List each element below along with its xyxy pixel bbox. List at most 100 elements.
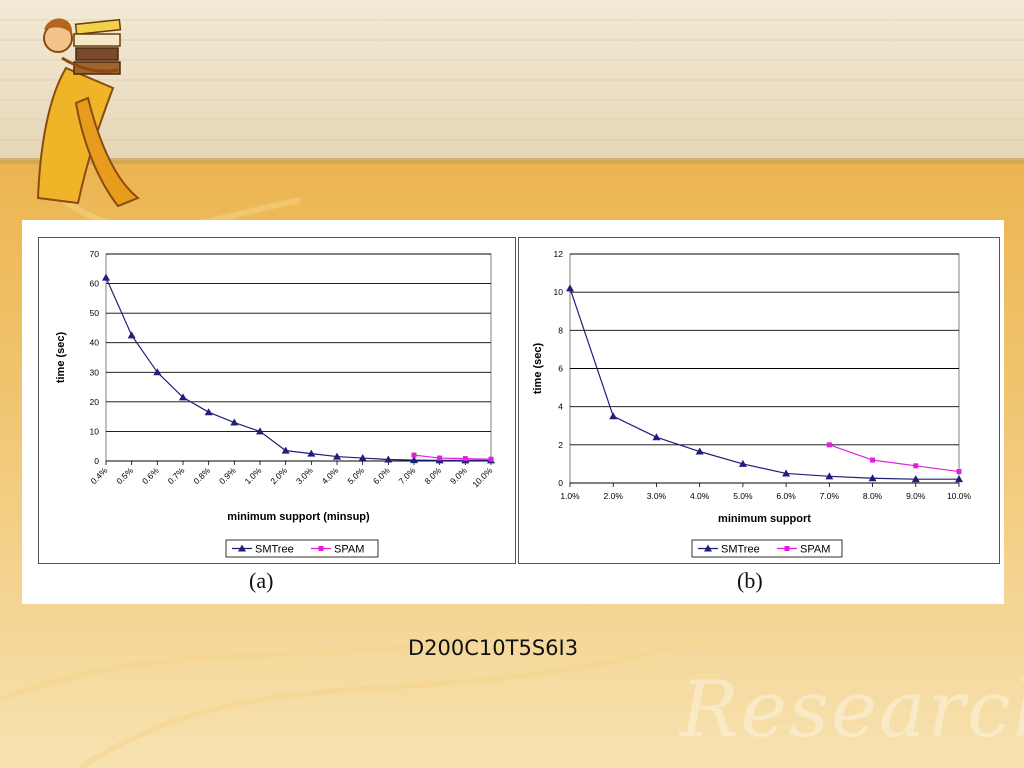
chart-b-y-tick-label: 2 [558,440,563,450]
chart-a-x-tick-label: 0.4% [89,465,110,486]
chart-a-smtree-point [410,456,418,464]
chart-a-smtree-point [153,368,162,376]
chart-b-smtree-point [825,472,834,480]
chart-a-x-tick-label: 3.0% [294,465,315,486]
chart-a-x-tick-label: 5.0% [345,465,366,486]
chart-b-legend-marker [784,546,790,551]
chart-b-y-tick-label: 10 [554,287,564,297]
chart-a-smtree-point [204,408,213,416]
chart-b-x-tick-label: 8.0% [863,491,883,501]
chart-b-smtree-point [738,459,747,467]
chart-a-x-tick-label: 10.0% [470,465,494,489]
chart-a-smtree-point [127,331,136,339]
chart-a-x-tick-label: 1.0% [243,465,264,486]
chart-a-smtree-point [333,452,341,460]
chart-a-y-tick-label: 40 [90,338,100,348]
chart-a-x-tick-label: 0.9% [217,465,238,486]
chart-a-smtree-point [358,454,367,462]
chart-a-x-tick-label: 0.6% [140,465,161,486]
chart-b-spam-point [870,457,876,463]
chart-a-x-tick-label: 9.0% [448,465,469,486]
chart-b-x-tick-label: 7.0% [820,491,840,501]
chart-a-legend-marker [238,544,246,552]
chart-a-smtree-line [105,277,491,462]
chart-b-smtree-point [868,474,877,482]
research-watermark: Research [680,665,1024,755]
chart-b-x-tick-label: 6.0% [776,491,796,501]
chart-b-smtree-point [695,447,704,455]
chart-b-y-tick-label: 6 [558,364,563,374]
chart-a-legend-box [225,539,379,558]
chart-b-smtree-point [652,433,661,441]
chart-a-y-tick-label: 0 [94,456,99,466]
chart-a-spam-point [411,452,417,458]
chart-b-smtree-point [566,284,574,292]
chart-a-smtree-point [230,418,239,426]
chart-b-y-tick-label: 12 [554,249,564,259]
chart-a-plot-area [105,253,492,462]
chart-b-spam-point [956,469,962,475]
chart-b-smtree-point [782,469,791,477]
chart-a-y-tick-label: 10 [90,426,100,436]
chart-a-y-tick-label: 70 [90,249,100,259]
chart-b-smtree-line [569,288,959,480]
chart-a-smtree-point [307,449,316,457]
chart-b-smtree-point [955,475,963,483]
chart-b-spam-point [913,463,919,469]
chart-b-y-tick-label: 4 [558,402,563,412]
chart-a-legend-label: SPAM [334,544,364,556]
chart-a-legend-marker [318,546,324,551]
chart-b-legend-box [691,539,843,558]
chart-a-y-tick-label: 20 [90,397,100,407]
chart-b-spam-point [826,442,832,448]
chart-a: 0 10 20 30 40 50 60 70 0.4% 0.5% 0.6% 0.7% 0.8% 0.9% 1… [38,237,516,564]
chart-a-y-tick-label: 60 [90,279,100,289]
chart-b-x-axis-label: minimum support [718,513,811,525]
chart-a-x-tick-label: 2.0% [268,465,289,486]
chart-a-smtree-point [179,393,187,401]
chart-a-smtree-point [281,446,290,454]
woman-carrying-books-icon [36,18,140,208]
chart-a-smtree-point [102,273,110,281]
chart-a-spam-point [437,455,443,461]
chart-b-spam-line [829,444,960,473]
chart-a-y-axis-label: time (sec) [55,331,67,383]
chart-a-caption: (a) [249,568,274,593]
chart-a-y-tick-label: 50 [90,308,100,318]
chart-b-legend-label: SMTree [721,544,760,556]
chart-b-smtree-point [609,412,618,420]
chart-a-x-tick-label: 0.8% [191,465,212,486]
chart-b-legend: SMTree SPAM [691,539,843,558]
chart-b-legend-label: SPAM [800,544,830,556]
chart-b-x-tick-label: 4.0% [690,491,710,501]
dataset-label: D200C10T5S6I3 [408,636,579,660]
chart-a-spam-point [462,456,468,462]
chart-b-x-tick-label: 3.0% [647,491,667,501]
chart-b-x-tick-label: 2.0% [604,491,624,501]
chart-b-legend-marker [704,544,712,552]
chart-a-x-tick-label: 6.0% [371,465,392,486]
chart-a-x-tick-label: 0.7% [166,465,187,486]
chart-a-smtree-point [384,455,393,463]
chart-a-x-tick-label: 8.0% [422,465,443,486]
chart-b-y-tick-label: 0 [558,478,563,488]
chart-b-smtree-point [911,475,920,483]
chart-a-spam-point [488,456,494,462]
chart-b: 0 2 4 6 8 10 12 1.0% 2.0% 3.0% 4.0% 5.0% 6.0% 7.0% 8.0… [518,237,1000,564]
chart-a-legend: SMTree SPAM [225,539,379,558]
chart-b-x-tick-label: 9.0% [906,491,926,501]
chart-b-caption: (b) [737,568,763,593]
chart-a-x-tick-label: 4.0% [320,465,341,486]
chart-b-y-tick-label: 8 [558,325,563,335]
chart-b-x-tick-label: 5.0% [733,491,753,501]
chart-a-x-tick-label: 0.5% [114,465,135,486]
chart-b-x-tick-label: 1.0% [560,491,580,501]
chart-a-legend-label: SMTree [255,544,294,556]
chart-a-x-axis-label: minimum support (minsup) [227,511,370,523]
chart-a-y-tick-label: 30 [90,367,100,377]
chart-a-smtree-point [256,427,264,435]
chart-b-y-axis-label: time (sec) [532,342,544,394]
chart-b-x-tick-label: 10.0% [947,491,972,501]
chart-a-spam-line [413,454,492,460]
